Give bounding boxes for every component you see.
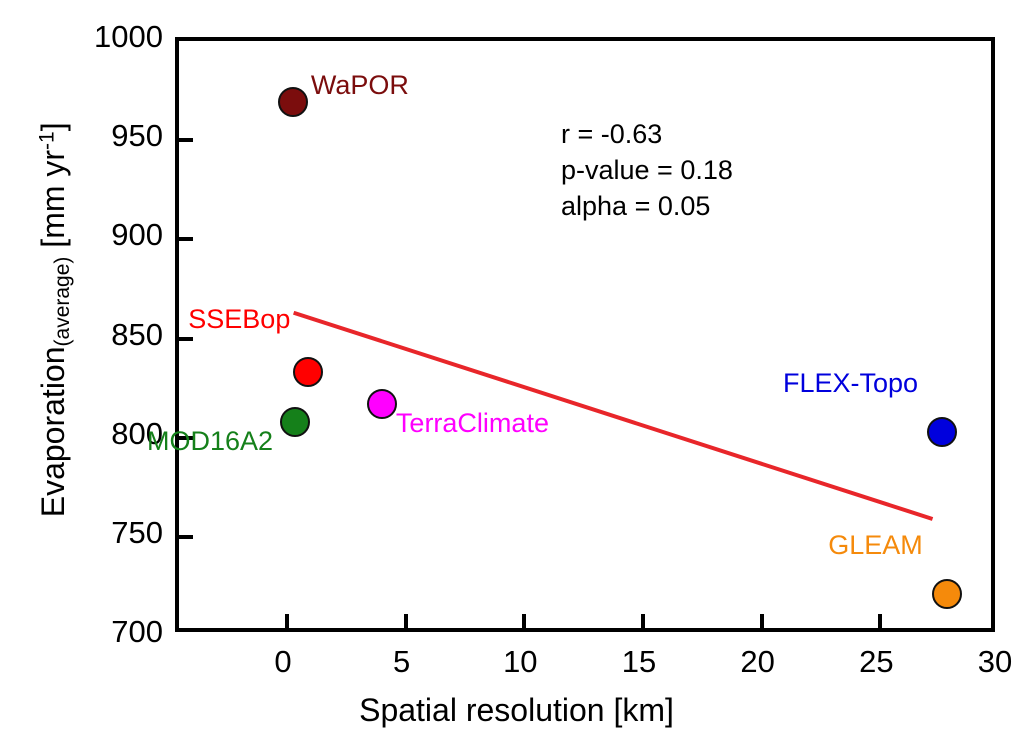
x-tick-label: 30 — [977, 644, 1013, 679]
x-tick-label: 25 — [859, 644, 894, 679]
x-axis-title: Spatial resolution [km] — [359, 692, 674, 728]
data-point-label-flex-topo: FLEX-Topo — [782, 367, 919, 398]
y-tick-label: 850 — [111, 316, 163, 352]
x-tick-mark — [522, 614, 527, 628]
data-point-mod16a2[interactable] — [280, 406, 311, 437]
y-tick-label: 750 — [111, 514, 163, 550]
y-tick-mark — [179, 534, 193, 539]
data-point-label-gleam: GLEAM — [828, 530, 923, 561]
data-point-wapor[interactable] — [277, 87, 308, 118]
x-tick-label: 5 — [393, 644, 411, 679]
y-tick-mark — [179, 138, 193, 143]
x-tick-mark — [640, 614, 645, 628]
x-tick-label: 20 — [740, 644, 775, 679]
y-tick-label: 900 — [111, 217, 163, 253]
x-tick-mark — [284, 614, 289, 628]
data-point-label-terraclimate: TerraClimate — [395, 407, 549, 438]
stat-alpha: alpha = 0.05 — [561, 190, 711, 221]
y-tick-label: 800 — [111, 415, 163, 451]
x-tick-label: 10 — [503, 644, 538, 679]
data-point-gleam[interactable] — [931, 579, 962, 610]
x-tick-mark — [759, 614, 764, 628]
y-tick-mark — [179, 435, 193, 440]
y-tick-mark — [179, 336, 193, 341]
data-point-flex-topo[interactable] — [927, 416, 958, 447]
y-tick-mark — [179, 237, 193, 242]
data-point-label-ssebop: SSEBop — [188, 304, 291, 335]
stat-p-value: p-value = 0.18 — [561, 154, 733, 185]
data-point-label-mod16a2: MOD16A2 — [146, 425, 274, 456]
data-point-ssebop[interactable] — [293, 357, 324, 388]
data-point-label-wapor: WaPOR — [310, 70, 409, 101]
x-tick-mark — [403, 614, 408, 628]
x-tick-mark — [878, 614, 883, 628]
statistics-annotation: r = -0.63 p-value = 0.18 alpha = 0.05 — [561, 117, 733, 225]
y-tick-label: 1000 — [94, 19, 163, 54]
x-tick-label: 0 — [274, 644, 292, 679]
y-tick-label: 950 — [111, 118, 163, 154]
x-tick-label: 15 — [621, 644, 657, 679]
y-tick-label: 700 — [111, 614, 163, 649]
stat-r: r = -0.63 — [561, 119, 663, 149]
data-point-terraclimate[interactable] — [366, 388, 397, 419]
